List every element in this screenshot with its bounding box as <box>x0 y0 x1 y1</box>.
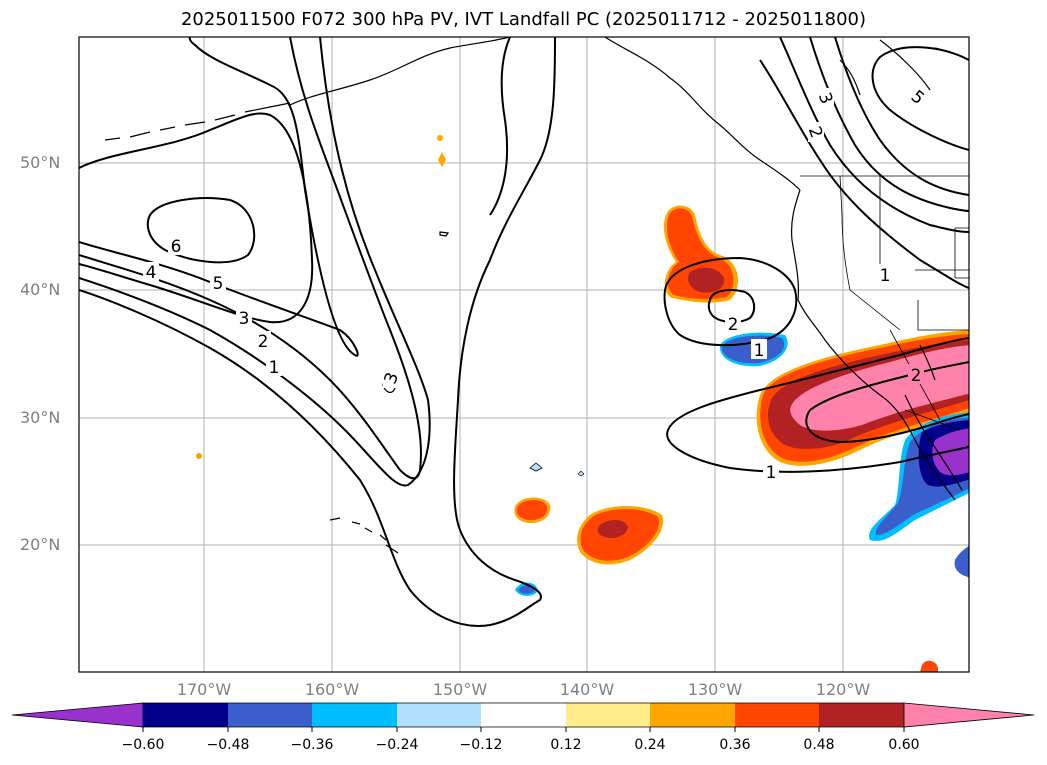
map-title: 2025011500 F072 300 hPa PV, IVT Landfall… <box>180 9 867 30</box>
contour-2-east <box>779 37 969 233</box>
lat-label: 20°N <box>20 535 61 554</box>
colorbar-extend-max <box>903 702 1035 728</box>
colorbar-tick-label: −0.36 <box>290 737 334 753</box>
colorbar-tick-label: 0.36 <box>719 737 751 753</box>
lon-label: 130°W <box>687 680 743 699</box>
lon-label: 140°W <box>559 680 615 699</box>
contour-label: 2 <box>911 366 922 386</box>
shading-negative <box>515 332 969 596</box>
lat-label: 30°N <box>20 408 61 427</box>
colorbar-segment <box>228 703 312 727</box>
contour-1-center <box>489 37 511 216</box>
colorbar-tick-label: 0.48 <box>803 737 835 753</box>
plot-frame <box>78 36 970 673</box>
contour-label: 1 <box>766 463 777 483</box>
colorbar-segment <box>143 703 228 727</box>
colorbar-segment <box>397 703 481 727</box>
coast-alaska <box>289 37 801 191</box>
colorbar-tick-label: −0.60 <box>121 737 165 753</box>
contour-2-west <box>79 37 431 487</box>
contour-label: 5 <box>213 274 224 294</box>
contour-4-east <box>834 37 969 196</box>
coast-hawaii <box>329 517 399 554</box>
colorbar <box>11 702 1035 732</box>
colorbar-segment <box>481 703 566 727</box>
lat-label: 50°N <box>20 153 61 172</box>
colorbar-tick-label: −0.12 <box>459 737 503 753</box>
contour-1-west <box>79 37 556 627</box>
colorbar-tick-label: −0.24 <box>375 737 419 753</box>
contour-3-east <box>809 37 969 212</box>
gridlines <box>79 37 969 672</box>
colorbar-tick-label: 0.60 <box>888 737 920 753</box>
contour-2-coast <box>805 361 969 444</box>
contour-label: 1 <box>754 341 765 361</box>
contour-label: 2 <box>258 332 269 352</box>
lon-label: 170°W <box>176 680 232 699</box>
lat-label: 40°N <box>20 280 61 299</box>
contour-label-group: 6 5 4 3 2 1 3 2 1 1 2 3 2 1 <box>143 86 928 483</box>
contour-label: 1 <box>269 358 280 378</box>
contour-label: 2 <box>728 315 739 335</box>
contour-1-east <box>759 59 969 289</box>
contour-5-east <box>871 46 969 151</box>
coast-west-us <box>790 189 956 501</box>
colorbar-tick-label: 0.24 <box>634 737 666 753</box>
contour-label: 6 <box>171 237 182 257</box>
coast-baja <box>904 344 963 491</box>
coast-aleutians <box>104 102 291 141</box>
contour-6 <box>146 197 256 264</box>
shading-positive <box>196 135 969 672</box>
pv-contours <box>79 37 969 627</box>
lon-label: 150°W <box>432 680 488 699</box>
contour-1-north <box>663 256 798 347</box>
colorbar-segment <box>566 703 650 727</box>
contour-label: 1 <box>880 266 891 286</box>
contour-1-coast <box>666 337 969 473</box>
colorbar-segment <box>650 703 735 727</box>
colorbar-extend-min <box>11 702 144 728</box>
coastlines <box>104 37 963 554</box>
colorbar-segment <box>735 703 819 727</box>
contour-5-west <box>79 112 314 324</box>
contour-2-north <box>707 289 756 323</box>
contour-label: 3 <box>239 309 250 329</box>
lon-label: 160°W <box>304 680 360 699</box>
colorbar-segment <box>819 703 904 727</box>
colorbar-segment <box>312 703 397 727</box>
contour-label: 4 <box>146 263 157 283</box>
colorbar-tick-label: −0.48 <box>206 737 250 753</box>
lon-label: 120°W <box>815 680 871 699</box>
colorbar-tick-label: 0.12 <box>550 737 582 753</box>
